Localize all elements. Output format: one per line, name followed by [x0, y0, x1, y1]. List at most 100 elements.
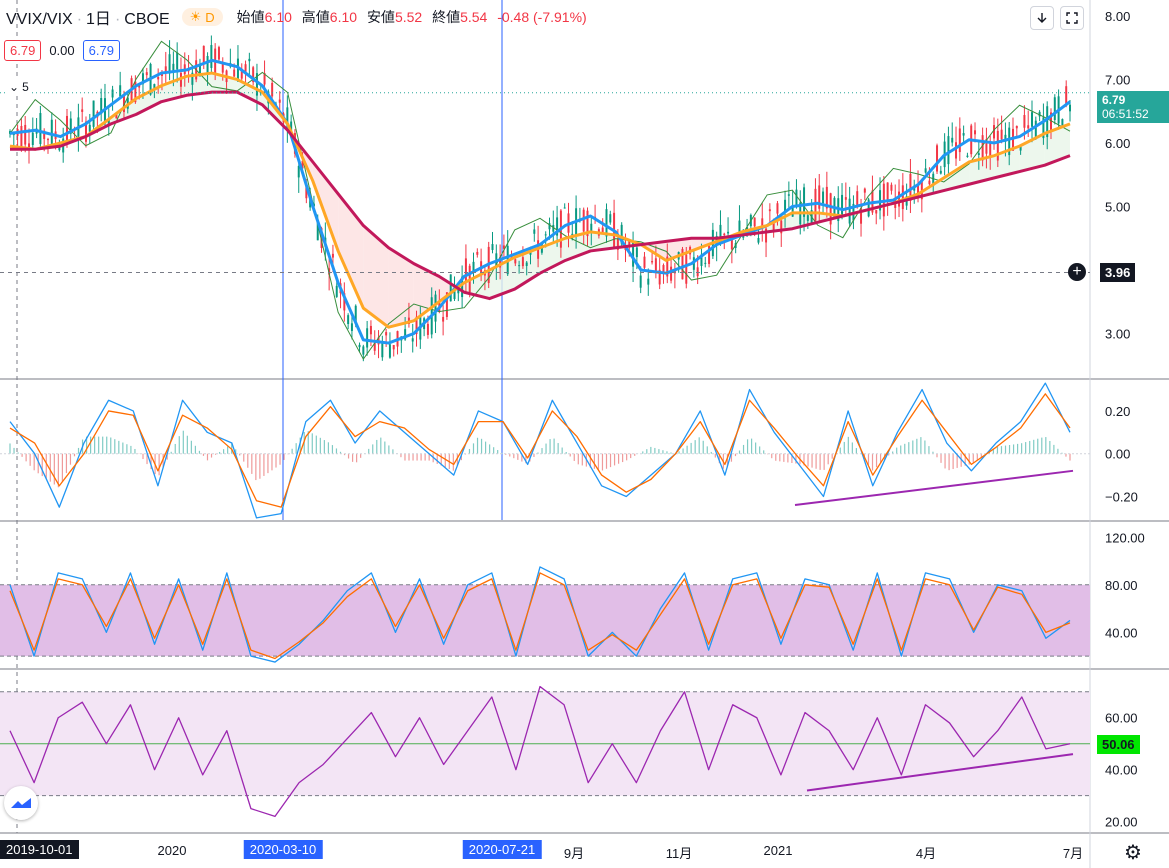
- x-tick-nov: 11月: [665, 846, 693, 861]
- candle-body: [1015, 125, 1018, 129]
- indicator-box-1[interactable]: 6.79: [4, 40, 42, 61]
- candle-body: [875, 210, 878, 214]
- fullscreen-button[interactable]: [1060, 6, 1084, 30]
- candle-body: [354, 305, 357, 322]
- candle-body: [803, 187, 806, 217]
- plus-icon[interactable]: +: [1068, 263, 1086, 281]
- candle-body: [233, 69, 236, 77]
- interval-label: 1日: [86, 11, 111, 28]
- candle-body: [221, 63, 224, 73]
- x-tick-2020: 2020: [157, 843, 187, 858]
- candle-body: [898, 191, 901, 207]
- candle-body: [548, 223, 551, 230]
- open-value: 6.10: [264, 9, 292, 25]
- cloud-segment: [590, 231, 616, 251]
- axis-tick: 120.00: [1105, 530, 1145, 545]
- candle-body: [993, 125, 996, 139]
- candle-body: [499, 257, 502, 268]
- candle-body: [776, 203, 779, 214]
- x-date-marker-1: 2020-03-10: [243, 840, 323, 859]
- candle-body: [301, 160, 304, 169]
- candle-body: [1031, 112, 1034, 127]
- candle-body: [434, 294, 437, 322]
- ma-legend-toggle[interactable]: ⌄ 5: [6, 79, 32, 95]
- chevron-down-icon: ⌄: [9, 80, 20, 94]
- candle-body: [366, 328, 369, 348]
- cloud-segment: [388, 247, 414, 328]
- symbol-info[interactable]: VVIX/VIX · 1日 · CBOE: [6, 11, 170, 28]
- candle-body: [917, 184, 920, 199]
- band-fill: [0, 584, 1090, 657]
- candle-body: [806, 215, 809, 221]
- candle-body: [658, 269, 661, 285]
- candle-body: [426, 323, 429, 335]
- candle-body: [704, 262, 707, 264]
- candle-body: [708, 245, 711, 264]
- axis-tick: 80.00: [1105, 578, 1138, 593]
- candle-body: [662, 265, 665, 272]
- candle-body: [81, 109, 84, 112]
- candle-body: [1065, 86, 1068, 104]
- candle-body: [700, 254, 703, 266]
- candle-body: [392, 345, 395, 350]
- candle-body: [863, 188, 866, 193]
- candle-body: [962, 133, 965, 136]
- axis-tick: 40.00: [1105, 763, 1138, 778]
- candle-body: [856, 191, 859, 208]
- settings-icon[interactable]: ⚙: [1124, 842, 1142, 864]
- open-label: 始値: [236, 9, 265, 25]
- candle-body: [50, 119, 53, 145]
- bar-countdown: 06:51:52: [1102, 107, 1149, 121]
- candle-body: [582, 209, 585, 232]
- candle-body: [730, 238, 733, 250]
- candle-body: [1012, 128, 1015, 151]
- candle-body: [966, 155, 969, 157]
- candle-body: [1069, 104, 1071, 112]
- candle-body: [69, 118, 72, 134]
- candle-body: [563, 207, 566, 209]
- candle-body: [198, 63, 201, 77]
- candle-body: [210, 45, 213, 68]
- candle-body: [107, 119, 110, 125]
- candle-body: [632, 241, 635, 267]
- candle-body: [442, 316, 445, 322]
- candle-body: [1042, 117, 1045, 139]
- rsi-value: 50.06: [1102, 737, 1135, 752]
- candle-body: [27, 143, 30, 149]
- candle-body: [373, 342, 376, 351]
- cloud-segment: [136, 85, 162, 115]
- candle-body: [278, 99, 281, 103]
- series-rsi: [9, 685, 1071, 818]
- session-badge[interactable]: ☀ D: [181, 8, 223, 26]
- candle-body: [844, 197, 847, 200]
- candle-body: [100, 98, 103, 114]
- candle-body: [989, 143, 992, 158]
- candle-body: [472, 261, 475, 272]
- indicator-box-3[interactable]: 6.79: [82, 40, 120, 61]
- x-date-marker-2: 2020-07-21: [462, 840, 542, 859]
- candle-body: [841, 194, 844, 216]
- high-value: 6.10: [329, 9, 358, 25]
- lagging-span-line: [9, 40, 1071, 361]
- candle-body: [1053, 97, 1056, 120]
- candle-body: [552, 224, 555, 232]
- candle-body: [88, 124, 91, 132]
- download-button[interactable]: [1030, 6, 1054, 30]
- candle-body: [84, 121, 87, 142]
- candle-body: [620, 224, 623, 244]
- logo-icon[interactable]: [4, 786, 38, 820]
- indicator-values-row: 6.79 0.00 6.79: [4, 40, 120, 61]
- candle-body: [286, 107, 289, 129]
- candle-body: [544, 234, 547, 236]
- candle-body: [639, 275, 642, 288]
- axis-tick: 0.00: [1105, 447, 1130, 462]
- candle-body: [164, 66, 167, 73]
- candle-body: [240, 68, 243, 79]
- candle-body: [502, 245, 505, 249]
- candle-body: [909, 173, 912, 201]
- fullscreen-icon: [1066, 12, 1078, 24]
- candle-body: [947, 136, 950, 165]
- candle-body: [1061, 119, 1064, 127]
- candle-body: [521, 257, 524, 267]
